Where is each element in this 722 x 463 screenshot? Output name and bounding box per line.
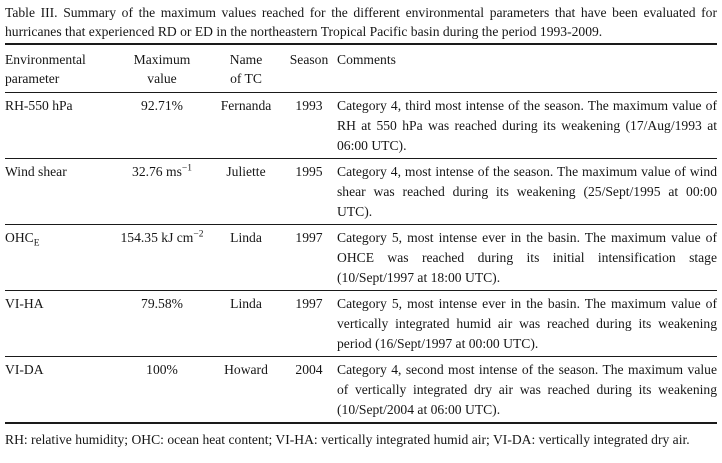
cell-max-value: 32.76 ms−1 — [113, 159, 211, 225]
table-caption: Table III. Summary of the maximum values… — [5, 5, 717, 39]
cell-comments: Category 4, most intense of the season. … — [337, 164, 717, 219]
summary-table: Environmental parameter Maximum value Na… — [5, 43, 717, 424]
parameter-text: VI-DA — [5, 362, 44, 377]
cell-parameter: VI-HA — [5, 291, 113, 357]
parameter-text: OHC — [5, 230, 34, 245]
value-superscript: −1 — [181, 163, 192, 174]
cell-comments: Category 5, most intense ever in the bas… — [337, 230, 717, 285]
parameter-text: VI-HA — [5, 296, 44, 311]
cell-max-value: 100% — [113, 357, 211, 424]
cell-max-value: 79.58% — [113, 291, 211, 357]
parameter-subscript: E — [33, 238, 40, 249]
col-header-maximum-value: Maximum value — [133, 52, 191, 86]
value-superscript: −2 — [193, 229, 204, 240]
cell-parameter: VI-DA — [5, 357, 113, 424]
cell-parameter: RH-550 hPa — [5, 93, 113, 159]
cell-season: 1995 — [295, 164, 323, 179]
col-header-name-of-tc: Name of TC — [229, 52, 263, 86]
cell-comments: Category 4, second most intense of the s… — [337, 362, 717, 417]
table-row: Wind shear 32.76 ms−1 Juliette 1995 Cate… — [5, 158, 717, 225]
cell-season: 1993 — [295, 98, 323, 113]
table-row: RH-550 hPa 92.71% Fernanda 1993 Category… — [5, 93, 717, 159]
cell-tc-name: Juliette — [226, 164, 266, 179]
cell-season: 1997 — [295, 296, 323, 311]
cell-parameter: Wind shear — [5, 159, 113, 225]
cell-season: 1997 — [295, 230, 323, 245]
value-text: 79.58% — [141, 296, 183, 311]
col-header-environmental-parameter: Environmental parameter — [5, 52, 86, 86]
cell-tc-name: Linda — [230, 296, 262, 311]
cell-parameter: OHCE — [5, 225, 113, 291]
cell-comments: Category 4, third most intense of the se… — [337, 98, 717, 153]
cell-comments: Category 5, most intense ever in the bas… — [337, 296, 717, 351]
table-body: RH-550 hPa 92.71% Fernanda 1993 Category… — [5, 93, 717, 424]
cell-season: 2004 — [295, 362, 323, 377]
col-header-comments: Comments — [337, 52, 396, 67]
cell-max-value: 154.35 kJ cm−2 — [113, 225, 211, 291]
value-text: 32.76 ms — [132, 164, 182, 179]
table-header: Environmental parameter Maximum value Na… — [5, 44, 717, 93]
col-header-season: Season — [289, 52, 329, 67]
parameter-text: RH-550 hPa — [5, 98, 73, 113]
value-text: 92.71% — [141, 98, 183, 113]
table-footnote: RH: relative humidity; OHC: ocean heat c… — [5, 432, 690, 447]
cell-tc-name: Fernanda — [220, 98, 272, 113]
table-row: OHCE 154.35 kJ cm−2 Linda 1997 Category … — [5, 224, 717, 291]
header-row: Environmental parameter Maximum value Na… — [5, 44, 717, 93]
cell-tc-name: Linda — [230, 230, 262, 245]
value-text: 100% — [146, 362, 178, 377]
cell-tc-name: Howard — [224, 362, 268, 377]
value-text: 154.35 kJ cm — [120, 230, 194, 245]
cell-max-value: 92.71% — [113, 93, 211, 159]
table-row: VI-DA 100% Howard 2004 Category 4, secon… — [5, 356, 717, 424]
parameter-text: Wind shear — [5, 164, 67, 179]
table-row: VI-HA 79.58% Linda 1997 Category 5, most… — [5, 290, 717, 357]
